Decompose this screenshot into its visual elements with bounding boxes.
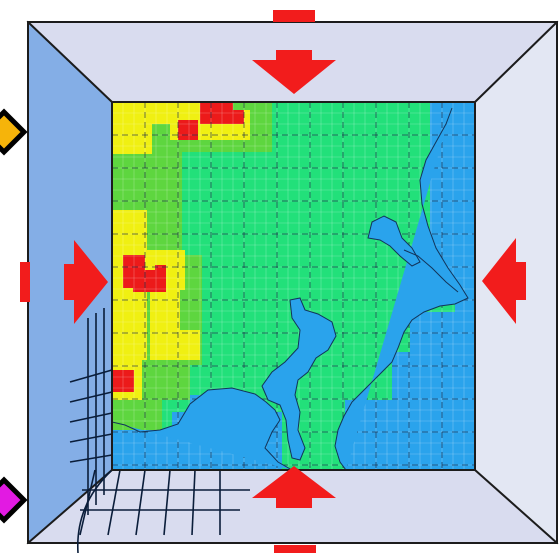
elevation-cell <box>170 330 200 360</box>
red-arrow-icon <box>252 466 336 508</box>
sea-cell <box>345 400 475 470</box>
magenta-diamond-icon <box>0 476 28 524</box>
elevation-map <box>112 102 475 470</box>
lake-outline <box>367 215 421 267</box>
elevation-cell <box>123 380 134 391</box>
elevation-cell <box>112 124 152 154</box>
red-arrow-icon <box>273 10 315 22</box>
sea-cell <box>112 430 172 470</box>
red-arrow-icon <box>274 545 316 553</box>
elevation-cell <box>222 110 244 124</box>
elevation-cells <box>112 102 475 470</box>
bay-coastline <box>261 297 337 461</box>
river-outline <box>403 249 459 293</box>
red-arrow-icon <box>252 50 336 94</box>
inward-arrows <box>20 10 526 553</box>
orange-diamond-icon <box>0 108 28 156</box>
red-arrow-icon <box>482 238 526 324</box>
coastlines <box>112 107 469 470</box>
elevation-cell <box>155 265 166 287</box>
elevation-cell <box>178 120 198 140</box>
southern-coastline <box>112 387 293 470</box>
red-arrow-icon <box>20 262 30 302</box>
red-arrow-icon <box>64 240 108 324</box>
depth-grid <box>69 308 250 553</box>
eastern-coastline <box>334 107 469 470</box>
